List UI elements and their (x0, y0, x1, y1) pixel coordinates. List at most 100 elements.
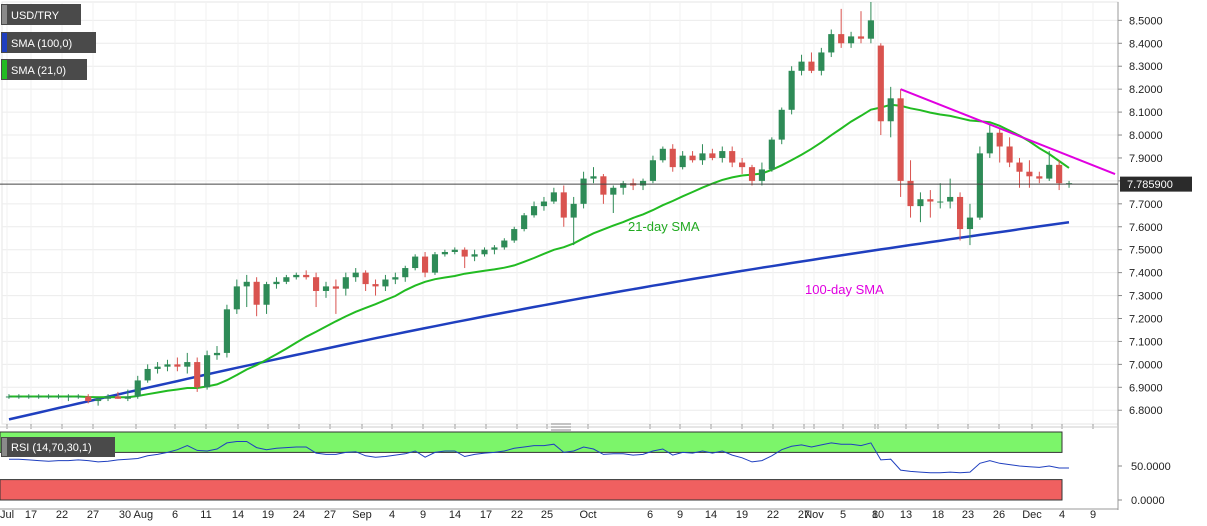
x-tick-label: Dec (1022, 509, 1042, 521)
candle (134, 375, 141, 399)
y-tick-label: 8.0000 (1129, 130, 1163, 142)
y-tick-label: 8.5000 (1129, 15, 1163, 27)
candle (966, 203, 974, 246)
last-price-box (1120, 176, 1192, 192)
candle (956, 192, 964, 241)
candle (213, 346, 221, 360)
candle (540, 196, 548, 211)
x-tick-label: 19 (736, 509, 748, 521)
y-tick-label: 7.7000 (1129, 199, 1163, 211)
candle (35, 394, 42, 399)
candle (739, 157, 746, 175)
candle (828, 29, 835, 58)
candle (788, 66, 795, 115)
candle (897, 89, 904, 197)
x-tick-label: 8 (872, 509, 878, 521)
y-axis: 8.5000 8.4000 8.3000 8.2000 8.1000 8.0000 7.90… (1117, 2, 1163, 510)
candle (75, 394, 82, 399)
candle (204, 350, 211, 390)
x-tick-label: 14 (232, 509, 244, 521)
y-tick-label: 7.4000 (1129, 268, 1163, 280)
rsi-y-tick-label: 0.0000 (1131, 495, 1165, 507)
rsi-title-box: RSI (14,70,30,1) (1, 437, 115, 457)
candle (253, 277, 260, 317)
candle (451, 247, 458, 255)
x-tick-label: 22 (767, 509, 779, 521)
candle (927, 190, 934, 218)
candle (65, 394, 72, 402)
x-tick-label: 23 (962, 509, 974, 521)
legend-sma-100-label: SMA (100,0) (11, 38, 72, 50)
candle (778, 107, 785, 145)
last-price-label: 7.785900 (1127, 179, 1173, 191)
candle (600, 174, 607, 204)
candle (719, 146, 726, 163)
x-tick-label: 27 (324, 509, 336, 521)
candle (798, 54, 805, 76)
x-tick-label: 11 (200, 509, 211, 521)
x-tick-label: 26 (993, 509, 1005, 521)
x-tick-label: 14 (449, 509, 461, 521)
trend-line (900, 88, 1116, 175)
candle (620, 180, 627, 195)
candle (937, 183, 944, 209)
x-tick-label: 30 Aug (119, 509, 153, 521)
candle (421, 251, 429, 278)
candle (85, 394, 92, 404)
candle (887, 86, 894, 138)
candle (431, 251, 439, 275)
annotation-100-day-sma: 100-day SMA (805, 282, 884, 297)
candle (194, 357, 201, 392)
x-tick-label: 5 (840, 509, 846, 521)
candle (729, 146, 736, 168)
x-tick-label: 27 (87, 509, 99, 521)
candle (996, 128, 1003, 163)
pane-divider-handle[interactable] (0, 423, 1118, 431)
x-tick-label: 9 (677, 509, 683, 521)
candle (501, 238, 508, 250)
candle (1006, 137, 1013, 168)
candle (362, 270, 369, 291)
x-tick-label: 22 (511, 509, 523, 521)
x-tick-label: 27 (798, 509, 810, 521)
candle (570, 196, 577, 246)
candle (521, 213, 528, 232)
candle (530, 201, 538, 218)
candle (124, 389, 131, 402)
candle (560, 185, 567, 227)
candle (907, 160, 914, 218)
candle (352, 268, 359, 282)
x-tick-label: 18 (932, 509, 944, 521)
y-tick-label: 8.4000 (1129, 38, 1163, 50)
candle (679, 151, 686, 170)
candle (184, 352, 191, 374)
sma-100-line (8, 220, 1070, 421)
x-tick-label: Jul (0, 509, 14, 521)
chart-title: USD/TRY (11, 10, 60, 22)
candle (293, 272, 300, 280)
candle (15, 394, 22, 399)
candle (273, 277, 280, 289)
candle (471, 249, 478, 262)
candle (917, 192, 924, 223)
candle (45, 394, 52, 399)
x-tick-label: 17 (25, 509, 37, 521)
x-tick-label: Sep (352, 509, 372, 521)
y-tick-label: 8.3000 (1129, 61, 1163, 73)
rsi-title: RSI (14,70,30,1) (11, 442, 92, 454)
candle (114, 391, 122, 399)
candle (689, 151, 696, 163)
candle (848, 31, 855, 48)
x-tick-label: 14 (705, 509, 717, 521)
candle (867, 2, 874, 44)
candle (818, 47, 825, 76)
candle (699, 144, 706, 165)
candle (1026, 160, 1033, 188)
candle (342, 272, 349, 296)
candle (1056, 160, 1063, 191)
y-tick-label: 6.9000 (1129, 382, 1163, 394)
candle (976, 146, 983, 220)
candle (1046, 151, 1053, 181)
x-tick-label: 25 (541, 509, 553, 521)
